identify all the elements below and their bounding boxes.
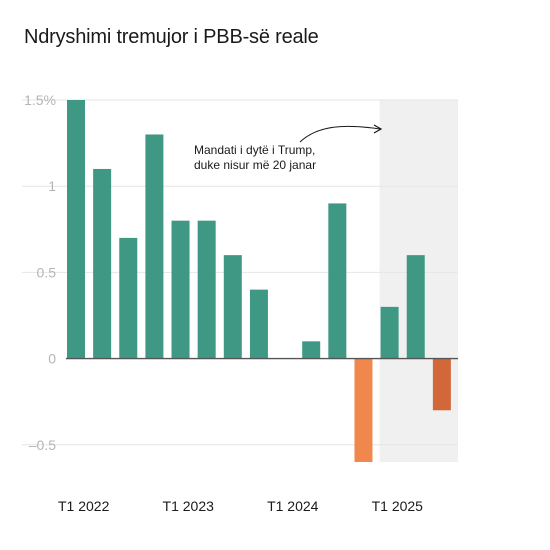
- bar: [432, 358, 451, 411]
- bar: [249, 289, 268, 359]
- trump-term-annotation: Mandati i dytë i Trump, duke nisur më 20…: [194, 124, 383, 172]
- annotation-arrow: [299, 125, 381, 143]
- x-tick-label: T1 2023: [163, 498, 215, 514]
- y-tick-label: –0.5: [29, 437, 56, 453]
- annotation-arrowhead: [373, 124, 383, 134]
- bar: [354, 358, 373, 462]
- annotation-line-2: duke nisur më 20 janar: [194, 158, 316, 172]
- bar: [223, 255, 242, 359]
- bar: [328, 203, 347, 359]
- x-tick-label: T1 2022: [58, 498, 110, 514]
- x-tick-label: T1 2025: [372, 498, 424, 514]
- bar: [145, 134, 164, 359]
- bar: [197, 220, 216, 359]
- bar: [93, 168, 112, 359]
- bars: [67, 100, 451, 462]
- y-tick-label: 0: [48, 351, 56, 367]
- y-axis-ticks: 1.5% 1 0.5 0 –0.5: [24, 92, 56, 453]
- bar: [67, 100, 85, 359]
- y-tick-label: 0.5: [37, 264, 57, 280]
- bar: [119, 237, 138, 359]
- bar: [406, 255, 425, 359]
- x-tick-label: T1 2024: [267, 498, 319, 514]
- y-tick-label: 1.5%: [24, 92, 56, 108]
- x-axis-ticks: T1 2022 T1 2023 T1 2024 T1 2025: [58, 498, 423, 514]
- bar: [380, 306, 399, 359]
- y-tick-label: 1: [48, 178, 56, 194]
- chart-title: Ndryshimi tremujor i PBB-së reale: [24, 26, 319, 48]
- bar: [302, 341, 321, 359]
- bar: [171, 220, 190, 359]
- annotation-line-1: Mandati i dytë i Trump,: [194, 143, 315, 157]
